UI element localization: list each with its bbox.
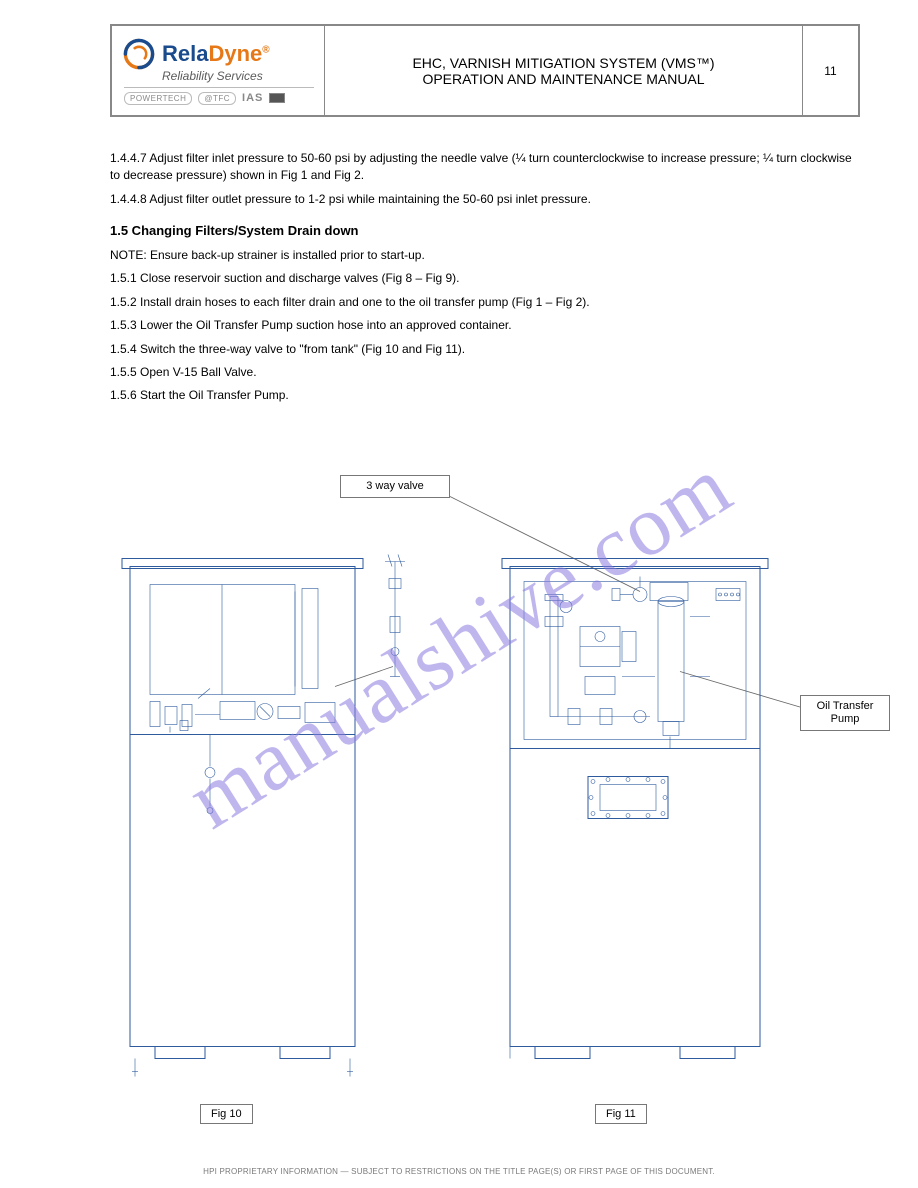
badge-box-icon: [269, 93, 285, 103]
cabinet-fig11: [502, 559, 768, 1059]
brand-blue: Rela: [162, 41, 208, 66]
para-1447: 1.4.4.7 Adjust filter inlet pressure to …: [110, 150, 860, 185]
brand-reg: ®: [262, 44, 269, 55]
brand-subtitle: Reliability Services: [162, 69, 263, 83]
figure-label-11: Fig 11: [595, 1104, 647, 1124]
section-heading-15: 1.5 Changing Filters/System Drain down: [110, 222, 860, 241]
header-box: RelaDyne® Reliability Services POWERTECH…: [110, 24, 860, 117]
header-table: RelaDyne® Reliability Services POWERTECH…: [111, 25, 859, 116]
brand-name: RelaDyne®: [162, 41, 270, 67]
para-1448: 1.4.4.8 Adjust filter outlet pressure to…: [110, 191, 860, 208]
para-151: 1.5.1 Close reservoir suction and discha…: [110, 270, 860, 287]
doc-title: EHC, VARNISH MITIGATION SYSTEM (VMS™) OP…: [325, 26, 803, 116]
brand-orange: Dyne: [208, 41, 262, 66]
para-note: NOTE: Ensure back-up strainer is install…: [110, 247, 860, 264]
figure-label-10: Fig 10: [200, 1104, 253, 1124]
riser-assembly: [385, 555, 405, 677]
para-154: 1.5.4 Switch the three-way valve to "fro…: [110, 341, 860, 358]
doc-title-text: EHC, VARNISH MITIGATION SYSTEM (VMS™) OP…: [335, 55, 792, 87]
page-number: 11: [803, 26, 859, 116]
body-content: 1.4.4.7 Adjust filter inlet pressure to …: [110, 150, 860, 411]
para-152: 1.5.2 Install drain hoses to each filter…: [110, 294, 860, 311]
badge-ias: IAS: [242, 92, 263, 104]
para-155: 1.5.5 Open V-15 Ball Valve.: [110, 364, 860, 381]
callout-oil-pump: Oil Transfer Pump: [800, 695, 890, 731]
brand-divider: [124, 87, 314, 88]
para-153: 1.5.3 Lower the Oil Transfer Pump suctio…: [110, 317, 860, 334]
badge-tfc: @TFC: [198, 92, 236, 105]
swirl-icon: [122, 37, 156, 71]
brand-badges: POWERTECH @TFC IAS: [124, 92, 285, 105]
callout-3way-valve: 3 way valve: [340, 475, 450, 498]
diagrams-svg: [110, 475, 890, 1128]
cabinet-fig10: [122, 559, 363, 1077]
logo-cell: RelaDyne® Reliability Services POWERTECH…: [112, 26, 325, 116]
logo: RelaDyne® Reliability Services POWERTECH…: [122, 37, 314, 105]
para-156: 1.5.6 Start the Oil Transfer Pump.: [110, 387, 860, 404]
badge-powertech: POWERTECH: [124, 92, 192, 105]
footer-text: HPI PROPRIETARY INFORMATION — SUBJECT TO…: [0, 1167, 918, 1176]
figure-area: 3 way valve Oil Transfer Pump: [110, 475, 890, 1128]
